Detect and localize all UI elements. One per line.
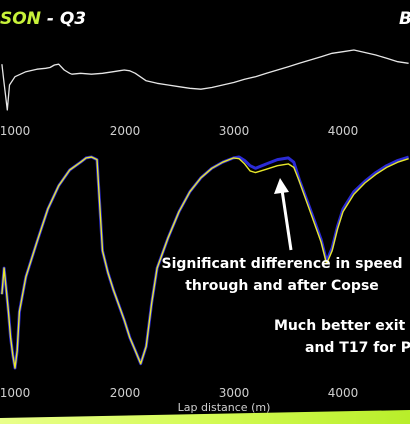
bottom-tick-label: 3000 [219,386,250,400]
session-label: - Q3 [41,9,86,29]
annotation-arrow [274,178,293,251]
top-tick-label: 3000 [219,124,250,138]
top-tick-label: 1000 [0,124,30,138]
annotation-copse-line1: Significant difference in speed [161,256,402,272]
top-panel: 1000 2000 3000 4000 [0,49,409,138]
top-x-ticks: 1000 2000 3000 4000 [0,124,358,138]
bottom-tick-label: 1000 [0,386,30,400]
bottom-series-line-primary [1,156,409,369]
top-series-line [1,49,409,111]
top-tick-label: 2000 [110,124,141,138]
bottom-panel: Significant difference in speed through … [0,155,410,414]
bottom-tick-label: 4000 [328,386,359,400]
bottom-series-group [0,155,410,370]
chart-title-right-fragment: B [399,9,410,29]
bottom-x-ticks: 1000 2000 3000 4000 [0,386,358,400]
top-series-group [1,49,409,111]
brand-strip [0,410,410,424]
x-axis-label: Lap distance (m) [178,401,271,414]
annotation-exit-line2: and T17 for Pi [305,340,410,356]
chart-title: SON - Q3 [0,9,86,29]
annotation-copse-line2: through and after Copse [185,278,379,294]
driver-name-fragment: SON [0,9,41,29]
annotation-exit-line1: Much better exit f [274,318,410,334]
bottom-tick-label: 2000 [110,386,141,400]
top-tick-label: 4000 [328,124,359,138]
